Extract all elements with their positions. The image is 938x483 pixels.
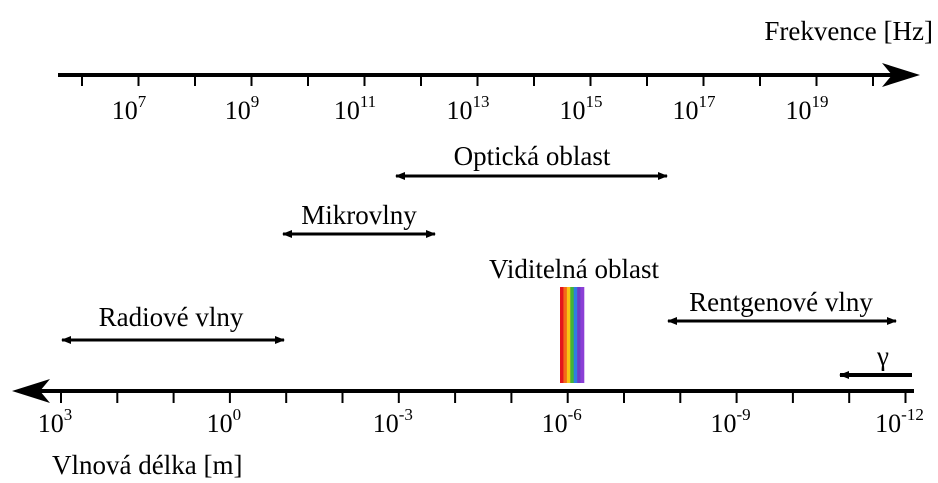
frequency-axis-arrowhead xyxy=(882,63,920,87)
visible-spectrum-band xyxy=(570,287,575,383)
frequency-tick-label: 1017 xyxy=(673,92,717,125)
visible-spectrum-band xyxy=(563,287,568,383)
frequency-axis-ticks xyxy=(81,75,874,86)
xray-label: Rentgenové vlny xyxy=(689,287,873,317)
visible-spectrum-band xyxy=(577,287,581,383)
wavelength-tick-label: 10-6 xyxy=(542,405,582,438)
radio-label: Radiové vlny xyxy=(99,302,244,332)
wavelength-axis-ticks xyxy=(60,391,907,403)
visible-spectrum-band xyxy=(566,287,571,383)
microwaves-label: Mikrovlny xyxy=(301,200,417,230)
gamma-label: γ xyxy=(876,341,889,371)
wavelength-axis: 103 100 10-3 10-6 10-9 10-12 xyxy=(12,379,924,438)
frequency-axis-title: Frekvence [Hz] xyxy=(764,16,933,46)
frequency-axis-tick-labels: 107 109 1011 1013 1015 1017 1019 xyxy=(112,92,829,125)
optical-label: Optická oblast xyxy=(454,141,611,171)
wavelength-tick-label: 10-9 xyxy=(711,405,751,438)
frequency-tick-label: 1019 xyxy=(786,92,829,125)
wavelength-axis-tick-labels: 103 100 10-3 10-6 10-9 10-12 xyxy=(38,405,924,438)
wavelength-axis-title: Vlnová délka [m] xyxy=(52,450,242,480)
frequency-tick-label: 1013 xyxy=(447,92,490,125)
visible-spectrum-band xyxy=(560,287,564,383)
frequency-axis: 107 109 1011 1013 1015 1017 1019 xyxy=(58,63,920,125)
wavelength-tick-label: 103 xyxy=(38,405,73,438)
frequency-tick-label: 107 xyxy=(112,92,147,125)
frequency-tick-label: 1011 xyxy=(334,92,376,125)
wavelength-tick-label: 100 xyxy=(207,405,242,438)
wavelength-tick-label: 10-12 xyxy=(875,405,924,438)
frequency-tick-label: 109 xyxy=(225,92,260,125)
wavelength-axis-arrowhead xyxy=(12,379,50,403)
visible-spectrum-band xyxy=(573,287,578,383)
visible-spectrum-band xyxy=(580,287,585,383)
visible-spectrum-strip xyxy=(560,287,585,383)
frequency-tick-label: 1015 xyxy=(560,92,603,125)
wavelength-tick-label: 10-3 xyxy=(373,405,413,438)
visible-label: Viditelná oblast xyxy=(489,254,660,284)
